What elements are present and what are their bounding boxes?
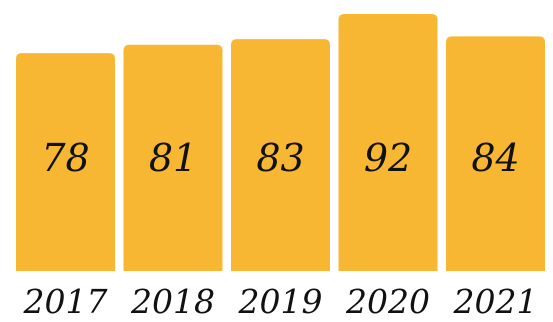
x-tick-label-2017: 2017 <box>23 282 108 321</box>
x-axis-ticks-group: 2017 2018 2019 2020 2021 <box>23 282 538 321</box>
value-labels-group: 78 81 83 92 84 <box>41 136 519 180</box>
bar-value-label-2018: 81 <box>149 136 197 180</box>
bar-value-label-2017: 78 <box>41 136 89 180</box>
bar-2020 <box>338 14 438 271</box>
bars-group <box>16 14 545 272</box>
bar-value-label-2021: 84 <box>471 136 519 180</box>
bar-2018 <box>123 44 223 272</box>
x-tick-label-2020: 2020 <box>345 282 430 321</box>
x-tick-label-2021: 2021 <box>453 282 538 321</box>
x-tick-label-2018: 2018 <box>130 282 215 321</box>
x-tick-label-2019: 2019 <box>238 282 323 321</box>
bar-2021 <box>446 36 545 272</box>
bar-value-label-2020: 92 <box>364 136 412 180</box>
bar-value-label-2019: 83 <box>256 136 304 180</box>
bar-2017 <box>16 53 115 271</box>
bar-2019 <box>231 39 330 272</box>
